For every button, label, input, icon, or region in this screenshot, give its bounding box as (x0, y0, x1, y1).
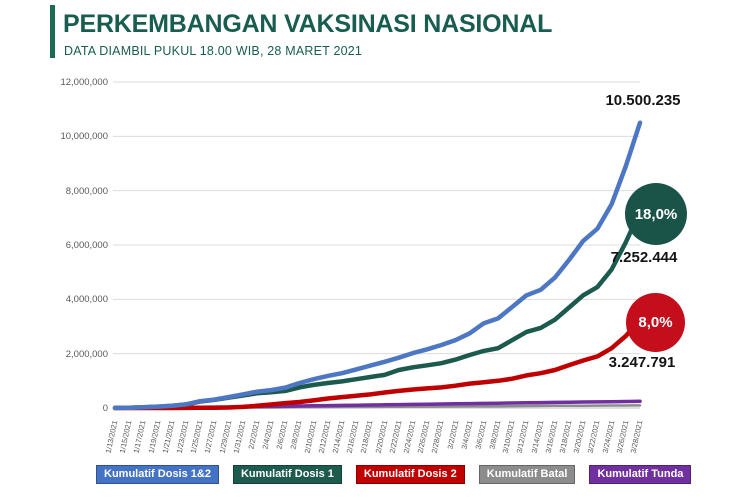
legend-item-kumulatif-dosis-2: Kumulatif Dosis 2 (355, 465, 465, 484)
series-line-kumulatif-dosis-2 (112, 317, 643, 411)
dosis1-percent-badge: 18,0% (625, 183, 687, 245)
y-axis-label: 12,000,000 (60, 77, 108, 88)
y-axis-label: 2,000,000 (65, 348, 108, 360)
y-axis-label: 6,000,000 (65, 240, 108, 251)
dosis12-total-label: 10.500.235 (605, 92, 681, 109)
chart-legend: Kumulatif Dosis 1&2 Kumulatif Dosis 1 Kumu… (96, 465, 692, 484)
dosis1-percent-value: 18,0% (634, 205, 678, 223)
y-axis-label: 10,000,000 (60, 131, 108, 143)
legend-item-kumulatif-tunda: Kumulatif Tunda (589, 465, 692, 484)
dosis2-percent-value: 8,0% (638, 314, 673, 331)
legend-item-kumulatif-dosis-1: Kumulatif Dosis 1 (232, 465, 342, 484)
y-axis-label: 4,000,000 (65, 294, 108, 306)
legend-item-kumulatif-dosis-1-2: Kumulatif Dosis 1&2 (96, 465, 219, 484)
dosis1-total-label: 7.252.444 (610, 249, 678, 266)
page-subtitle: DATA DIAMBIL PUKUL 18.00 WIB, 28 MARET 2… (64, 44, 363, 58)
dosis2-percent-badge: 8,0% (626, 293, 685, 352)
title-accent-bar (50, 5, 55, 58)
dosis2-total-label: 3.247.791 (608, 354, 676, 371)
y-axis-label: 0 (102, 403, 108, 414)
legend-item-kumulatif-batal: Kumulatif Batal (478, 465, 576, 484)
page-title: PERKEMBANGAN VAKSINASI NASIONAL (63, 10, 553, 38)
series-line-kumulatif-dosis-1 (112, 208, 643, 411)
series-line-kumulatif-dosis-1-2 (112, 120, 643, 411)
y-axis-label: 8,000,000 (65, 185, 108, 197)
